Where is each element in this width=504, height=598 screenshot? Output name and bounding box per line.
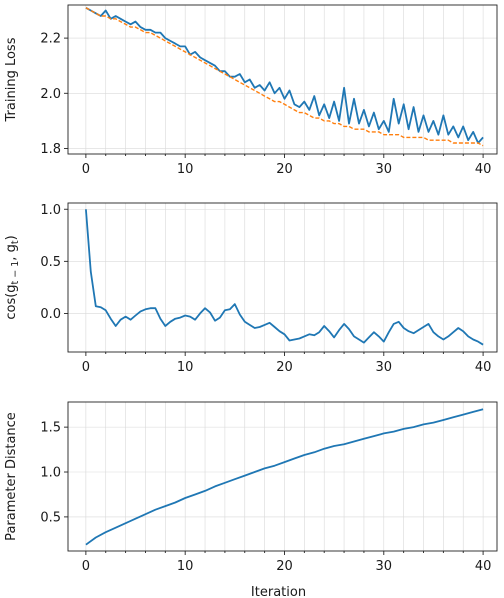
parameter-distance-series [85, 408, 484, 546]
training-loss-x-tick-label: 20 [276, 162, 293, 177]
cos-label-sub-prev: t − 1 [10, 261, 21, 285]
training-loss-x-tick-label: 10 [177, 162, 194, 177]
gradient-cosine-x-tick-label: 30 [376, 360, 393, 375]
cos-label-sub-cur: t [10, 240, 21, 244]
parameter-distance-y-tick-label: 0.5 [40, 510, 61, 525]
gradient-cosine-y-axis-label: cos(gt − 1, gt) [4, 235, 21, 319]
gradient-cosine-x-tick-label: 10 [177, 360, 194, 375]
gradient-cosine-ticks: 0 10 20 30 40 0.0 0.5 1.0 [40, 203, 491, 375]
training-loss-y-axis-label: Training Loss [4, 37, 19, 122]
parameter-distance-y-axis-label: Parameter Distance [4, 412, 19, 541]
parameter-distance-x-tick-label: 10 [177, 559, 194, 574]
training-loss-x-tick-label: 40 [475, 162, 492, 177]
parameter-distance-y-tick-label: 1.5 [40, 421, 61, 436]
gradient-cosine-y-tick-label: 1.0 [40, 203, 61, 218]
training-loss-y-tick-label: 1.8 [40, 142, 61, 157]
training-loss-x-tick-label: 30 [376, 162, 393, 177]
parameter-distance-plot-frame [67, 401, 498, 552]
gradient-cosine-plot-frame [67, 202, 498, 353]
gradient-cosine-grid [68, 203, 497, 352]
iteration-x-axis-label: Iteration [251, 585, 306, 598]
gradient-cosine-y-tick-label: 0.5 [40, 255, 61, 270]
gradient-cosine-y-tick-label: 0.0 [40, 307, 61, 322]
gradient-cosine-panel: 0 10 20 30 40 0.0 0.5 1.0 cos(gt − 1, gt) [4, 202, 498, 375]
training-loss-y-tick-label: 2.2 [40, 32, 61, 47]
gradient-cosine-x-tick-label: 20 [276, 360, 293, 375]
training-loss-ticks: 0 10 20 30 40 1.8 2.0 2.2 [40, 32, 491, 177]
cos-label-end: ) [4, 235, 19, 240]
cos-label-start: cos(g [4, 284, 19, 319]
training-loss-grid [68, 5, 497, 154]
parameter-distance-x-tick-label: 40 [475, 559, 492, 574]
parameter-distance-series-line-1 [85, 408, 484, 546]
gradient-cosine-series [85, 209, 484, 346]
parameter-distance-x-tick-label: 30 [376, 559, 393, 574]
parameter-distance-panel: 0 10 20 30 40 0.5 1.0 1.5 Parameter Distance It… [4, 401, 498, 598]
parameter-distance-x-tick-label: 0 [82, 559, 90, 574]
parameter-distance-y-tick-label: 1.0 [40, 466, 61, 481]
training-loss-series-line-2 [85, 7, 484, 147]
gradient-cosine-series-line-1 [85, 209, 484, 346]
training-loss-panel: 0 10 20 30 40 1.8 2.0 2.2 Training Loss [4, 4, 498, 177]
cos-label-mid: , g [4, 244, 19, 261]
parameter-distance-ticks: 0 10 20 30 40 0.5 1.0 1.5 [40, 421, 491, 574]
training-loss-y-tick-label: 2.0 [40, 87, 61, 102]
training-loss-series-line-1 [85, 7, 484, 144]
parameter-distance-x-tick-label: 20 [276, 559, 293, 574]
gradient-cosine-x-tick-label: 0 [82, 360, 90, 375]
parameter-distance-grid [68, 402, 497, 551]
gradient-cosine-x-tick-label: 40 [475, 360, 492, 375]
training-loss-series [85, 7, 484, 147]
training-loss-plot-frame [67, 4, 498, 155]
training-loss-x-tick-label: 0 [82, 162, 90, 177]
